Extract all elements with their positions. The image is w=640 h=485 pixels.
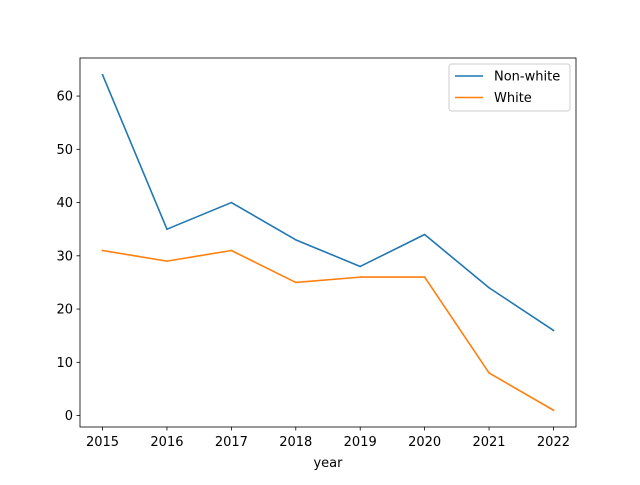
data-point <box>294 239 297 241</box>
series-line-white <box>101 249 555 412</box>
series-line-non-white <box>101 73 555 332</box>
x-tick-label: 2016 <box>150 435 183 450</box>
x-tick-label: 2021 <box>472 435 505 450</box>
x-tick-label: 2019 <box>344 435 377 450</box>
y-tick-label: 30 <box>56 249 73 264</box>
data-point <box>423 233 426 236</box>
data-point <box>230 201 233 204</box>
data-point <box>359 265 362 268</box>
x-tick-label: 2018 <box>279 435 312 450</box>
data-point <box>488 372 490 374</box>
y-tick-label: 0 <box>65 409 73 424</box>
data-point <box>101 73 104 76</box>
plot-area <box>79 57 577 428</box>
series-lines <box>101 73 555 412</box>
x-tick-label: 2015 <box>86 435 119 450</box>
data-point <box>166 228 168 230</box>
data-point <box>552 329 555 332</box>
x-axis: 2015 2016 2017 2018 2019 2020 2021 2022 <box>86 427 570 450</box>
plot-frame <box>79 57 577 428</box>
data-point <box>359 276 362 278</box>
data-point <box>552 409 555 412</box>
x-axis-label: year <box>313 456 343 471</box>
y-tick-label: 20 <box>56 303 73 318</box>
y-tick-label: 50 <box>56 143 73 158</box>
legend: Non-white White <box>448 63 571 112</box>
y-tick-label: 40 <box>56 196 73 211</box>
y-tick-label: 10 <box>56 356 73 371</box>
data-point <box>101 249 104 252</box>
legend-label: Non-white <box>494 70 560 85</box>
x-tick-label: 2017 <box>215 435 248 450</box>
y-tick-label: 60 <box>56 90 73 105</box>
x-tick-label: 2022 <box>537 435 570 450</box>
legend-label: White <box>494 91 532 106</box>
data-point <box>166 260 168 262</box>
y-axis: 0 10 20 30 40 50 60 <box>56 90 80 424</box>
data-point <box>488 286 490 289</box>
data-point <box>294 281 297 284</box>
data-point <box>423 276 426 278</box>
x-tick-label: 2020 <box>408 435 441 450</box>
data-point <box>230 249 233 252</box>
